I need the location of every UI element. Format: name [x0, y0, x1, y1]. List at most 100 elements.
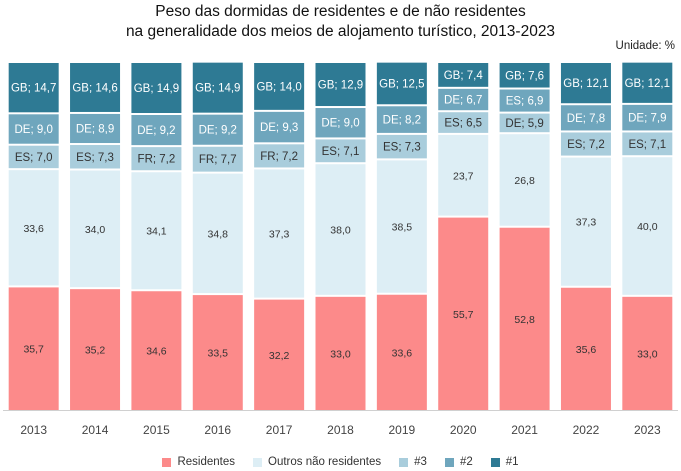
- bar-segment-2014-series-4: [70, 113, 121, 144]
- data-label-2021-series-5: GB; 7,6: [505, 70, 544, 82]
- data-label-2022-series-5: GB; 12,1: [563, 78, 608, 90]
- bar-segment-2014-series-5: [70, 63, 121, 112]
- data-label-2018-series-2: 38,0: [330, 225, 351, 237]
- data-label-2021-series-3: DE; 5,9: [505, 118, 543, 130]
- data-label-2013-series-2: 33,6: [23, 223, 44, 235]
- x-tick-label-2014: 2014: [82, 423, 109, 437]
- data-label-2023-series-4: DE; 7,9: [628, 113, 666, 125]
- data-label-2018-series-3: ES; 7,1: [322, 146, 360, 158]
- data-label-2014-series-3: ES; 7,3: [76, 152, 114, 164]
- data-label-2017-series-1: 32,2: [269, 350, 290, 362]
- bar-segment-2018-series-4: [315, 108, 366, 138]
- bar-segment-2022-series-1: [560, 287, 611, 410]
- data-label-2015-series-2: 34,1: [146, 226, 167, 238]
- data-label-2015-series-3: FR; 7,2: [138, 154, 176, 166]
- bar-segment-2019-series-4: [376, 106, 427, 133]
- chart-title: Peso das dormidas de residentes e de não…: [0, 2, 681, 42]
- legend-label-residentes: Residentes: [177, 456, 235, 468]
- chart-title-line-1: Peso das dormidas de residentes e de não…: [155, 3, 526, 20]
- bar-segment-2017-series-2: [254, 169, 305, 298]
- data-label-2020-series-3: ES; 6,5: [444, 118, 482, 130]
- x-tick-label-2016: 2016: [204, 423, 231, 437]
- data-label-2017-series-4: DE; 9,3: [260, 122, 298, 134]
- bar-segment-2016-series-5: [192, 62, 243, 113]
- legend-swatch-1: [490, 457, 500, 467]
- data-label-2019-series-4: DE; 8,2: [383, 115, 421, 127]
- data-label-2013-series-4: DE; 9,0: [15, 124, 53, 136]
- data-label-2021-series-4: ES; 6,9: [506, 96, 544, 108]
- legend-swatch-residentes: [162, 457, 172, 467]
- data-label-2019-series-3: ES; 7,3: [383, 142, 421, 154]
- unit-label: Unidade: %: [615, 40, 675, 52]
- bar-segment-2015-series-5: [131, 63, 182, 114]
- stacked-bar-chart: 35,7 33,6 ES; 7,0 DE; 9,0 GB; 14,7 2013 35,2 34…: [3, 62, 678, 437]
- bar-segment-2016-series-1: [192, 295, 243, 410]
- data-label-2022-series-2: 37,3: [576, 217, 597, 229]
- x-tick-label-2022: 2022: [573, 423, 600, 437]
- data-label-2020-series-5: GB; 7,4: [444, 70, 484, 82]
- bar-segment-2021-series-1: [499, 227, 550, 410]
- bar-segment-2017-series-4: [254, 111, 305, 143]
- data-label-2017-series-2: 37,3: [269, 229, 290, 241]
- bar-segment-2022-series-5: [560, 63, 611, 104]
- chart-title-line-2: na generalidade dos meios de alojamento …: [125, 23, 556, 40]
- bar-segment-2021-series-2: [499, 134, 550, 226]
- bar-segment-2015-series-3: [131, 147, 182, 171]
- bar-segment-2017-series-5: [254, 63, 305, 110]
- bar-segment-2013-series-4: [8, 114, 59, 144]
- bar-segment-2014-series-2: [70, 170, 121, 288]
- data-label-2021-series-1: 52,8: [514, 314, 535, 326]
- data-label-2023-series-5: GB; 12,1: [625, 78, 670, 90]
- data-label-2022-series-4: DE; 7,8: [567, 113, 605, 125]
- bar-segment-2023-series-2: [622, 157, 673, 295]
- bar-segment-2020-series-3: [438, 112, 489, 133]
- bar-segment-2015-series-1: [131, 291, 182, 410]
- bar-segment-2018-series-3: [315, 139, 366, 163]
- bar-segment-2023-series-3: [622, 132, 673, 156]
- data-label-2014-series-5: GB; 14,6: [72, 82, 117, 94]
- data-label-2017-series-5: GB; 14,0: [256, 81, 301, 93]
- data-label-2014-series-2: 34,0: [85, 224, 106, 236]
- bar-segment-2018-series-5: [315, 63, 366, 107]
- x-tick-label-2021: 2021: [511, 423, 538, 437]
- data-label-2016-series-5: GB; 14,9: [195, 83, 240, 95]
- data-label-2023-series-2: 40,0: [637, 221, 658, 233]
- data-label-2015-series-4: DE; 9,2: [137, 125, 175, 137]
- data-label-2021-series-2: 26,8: [514, 175, 535, 187]
- legend-item-3: #3: [399, 456, 427, 468]
- bar-segment-2016-series-4: [192, 114, 243, 145]
- data-label-2016-series-3: FR; 7,7: [199, 154, 237, 166]
- data-label-2015-series-5: GB; 14,9: [134, 83, 179, 95]
- data-label-2020-series-4: DE; 6,7: [444, 95, 482, 107]
- data-label-2013-series-1: 35,7: [23, 344, 44, 356]
- legend-swatch-outros: [253, 457, 262, 467]
- bar-segment-2014-series-3: [70, 145, 121, 169]
- data-label-2013-series-5: GB; 14,7: [11, 83, 56, 95]
- bar-segment-2021-series-5: [499, 63, 550, 88]
- data-label-2017-series-3: FR; 7,2: [260, 151, 298, 163]
- bar-segment-2021-series-3: [499, 113, 550, 133]
- data-label-2014-series-4: DE; 8,9: [76, 123, 114, 135]
- x-tick-label-2019: 2019: [389, 423, 416, 437]
- bar-segment-2022-series-2: [560, 157, 611, 286]
- legend-swatch-3: [399, 457, 409, 467]
- bar-segment-2020-series-1: [438, 217, 489, 410]
- data-label-2023-series-3: ES; 7,1: [628, 139, 666, 151]
- bar-segment-2013-series-1: [8, 287, 59, 410]
- bar-segment-2016-series-3: [192, 146, 243, 172]
- bar-segment-2023-series-1: [622, 296, 673, 410]
- x-tick-label-2020: 2020: [450, 423, 477, 437]
- legend-item-outros: Outros não residentes: [253, 456, 381, 468]
- legend-label-outros: Outros não residentes: [268, 456, 382, 468]
- bar-segment-2023-series-5: [622, 62, 673, 103]
- bar-segment-2017-series-1: [254, 299, 305, 410]
- legend-label-3: #3: [414, 456, 427, 468]
- bar-segment-2022-series-3: [560, 132, 611, 156]
- bar-segment-2019-series-3: [376, 134, 427, 159]
- data-label-2014-series-1: 35,2: [85, 345, 106, 357]
- data-label-2020-series-2: 23,7: [453, 170, 474, 182]
- bar-segment-2017-series-3: [254, 144, 305, 168]
- legend-item-2: #2: [444, 456, 473, 468]
- legend: Residentes Outros não residentes #3 #2 #…: [0, 456, 681, 468]
- legend-item-residentes: Residentes: [162, 456, 235, 468]
